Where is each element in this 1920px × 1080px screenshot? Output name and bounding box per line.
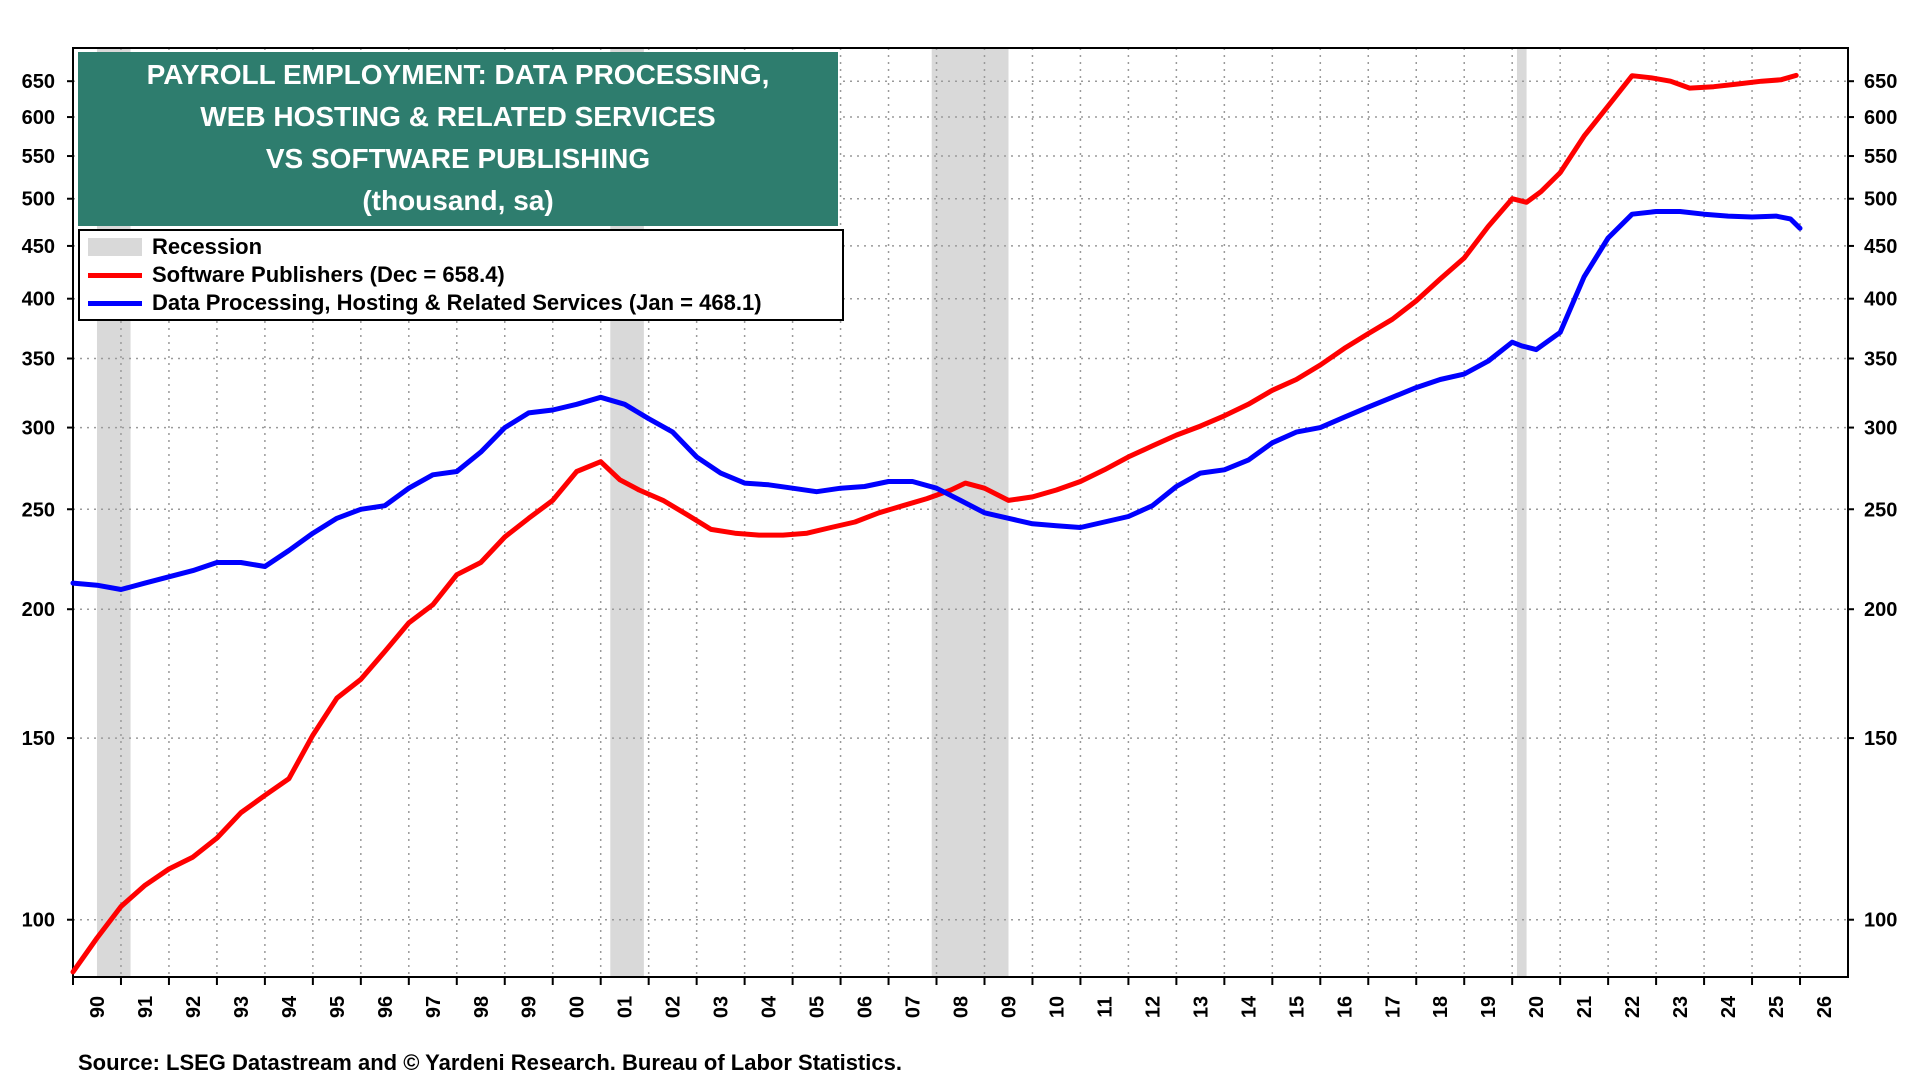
y-tick-label-right-250: 250	[1864, 499, 1897, 521]
x-tick-label-93: 93	[231, 996, 253, 1018]
x-tick-label-94: 94	[279, 995, 301, 1018]
x-tick-label-25: 25	[1766, 996, 1788, 1018]
y-tick-label-left-450: 450	[22, 236, 55, 258]
x-tick-label-05: 05	[807, 996, 829, 1018]
chart-title-box: PAYROLL EMPLOYMENT: DATA PROCESSING, WEB…	[78, 52, 838, 226]
y-tick-label-right-500: 500	[1864, 189, 1897, 211]
y-tick-label-right-100: 100	[1864, 910, 1897, 932]
x-tick-label-99: 99	[519, 996, 541, 1018]
x-tick-label-04: 04	[759, 995, 781, 1018]
recession-swatch	[88, 238, 142, 256]
x-tick-label-06: 06	[855, 996, 877, 1018]
x-tick-label-23: 23	[1670, 996, 1692, 1018]
x-tick-label-18: 18	[1430, 996, 1452, 1018]
x-tick-label-12: 12	[1142, 996, 1164, 1018]
x-tick-label-24: 24	[1718, 995, 1740, 1018]
y-tick-label-left-250: 250	[22, 499, 55, 521]
recession-band-4	[1516, 48, 1527, 977]
y-tick-label-left-500: 500	[22, 189, 55, 211]
x-tick-label-26: 26	[1814, 996, 1836, 1018]
y-tick-label-left-100: 100	[22, 910, 55, 932]
y-tick-label-right-150: 150	[1864, 728, 1897, 750]
legend-item-recession: Recession	[88, 233, 262, 261]
x-tick-label-91: 91	[135, 996, 157, 1018]
y-tick-label-right-400: 400	[1864, 289, 1897, 311]
x-tick-label-03: 03	[711, 996, 733, 1018]
x-tick-label-96: 96	[375, 996, 397, 1018]
chart-title-line-2: WEB HOSTING & RELATED SERVICES	[200, 101, 716, 132]
y-tick-label-right-450: 450	[1864, 236, 1897, 258]
y-tick-label-left-350: 350	[22, 349, 55, 371]
x-tick-label-90: 90	[87, 996, 109, 1018]
x-tick-label-01: 01	[615, 996, 637, 1018]
x-tick-label-92: 92	[183, 996, 205, 1018]
chart-title-line-1: PAYROLL EMPLOYMENT: DATA PROCESSING,	[146, 59, 770, 90]
legend-label-data-processing: Data Processing, Hosting & Related Servi…	[152, 290, 762, 315]
y-tick-label-right-650: 650	[1864, 71, 1897, 93]
software-line-swatch	[88, 272, 142, 278]
x-tick-label-95: 95	[327, 996, 349, 1018]
series-line-data-processing	[70, 209, 1803, 592]
chart-title-line-3: VS SOFTWARE PUBLISHING	[265, 143, 651, 174]
x-tick-label-15: 15	[1286, 996, 1308, 1018]
y-tick-label-right-600: 600	[1864, 107, 1897, 129]
x-tick-label-16: 16	[1334, 996, 1356, 1018]
x-tick-label-17: 17	[1382, 996, 1404, 1018]
y-tick-label-left-650: 650	[22, 71, 55, 93]
y-tick-label-left-550: 550	[22, 146, 55, 168]
y-tick-label-right-350: 350	[1864, 349, 1897, 371]
y-tick-label-right-200: 200	[1864, 599, 1897, 621]
data-processing-line-swatch	[88, 300, 142, 306]
x-tick-label-00: 00	[567, 996, 589, 1018]
source-note: Source: LSEG Datastream and © Yardeni Re…	[78, 1050, 902, 1075]
x-tick-label-09: 09	[998, 996, 1020, 1018]
x-tick-label-08: 08	[951, 996, 973, 1018]
x-tick-label-10: 10	[1046, 996, 1068, 1018]
y-tick-label-right-300: 300	[1864, 418, 1897, 440]
series-lines	[70, 72, 1803, 975]
x-tick-label-97: 97	[423, 996, 445, 1018]
x-tick-label-11: 11	[1094, 996, 1116, 1017]
x-tick-label-98: 98	[471, 996, 493, 1018]
x-tick-label-14: 14	[1238, 995, 1260, 1018]
series-line-software-publishers	[70, 72, 1799, 975]
y-tick-label-left-200: 200	[22, 599, 55, 621]
legend-label-software: Software Publishers (Dec = 658.4)	[152, 262, 505, 287]
x-tick-label-21: 21	[1574, 996, 1596, 1018]
y-tick-label-left-150: 150	[22, 728, 55, 750]
legend-item-data-processing: Data Processing, Hosting & Related Servi…	[88, 289, 762, 317]
legend: Recession Software Publishers (Dec = 658…	[78, 229, 844, 321]
plot-frame	[72, 47, 1849, 978]
y-tick-label-left-400: 400	[22, 289, 55, 311]
x-tick-label-02: 02	[663, 996, 685, 1018]
legend-item-software: Software Publishers (Dec = 658.4)	[88, 261, 505, 289]
y-tick-label-right-550: 550	[1864, 146, 1897, 168]
chart-subtitle: (thousand, sa)	[362, 185, 554, 216]
x-tick-label-19: 19	[1478, 996, 1500, 1018]
y-tick-label-left-600: 600	[22, 107, 55, 129]
legend-label-recession: Recession	[152, 234, 263, 259]
x-tick-label-22: 22	[1622, 996, 1644, 1018]
x-tick-label-20: 20	[1526, 996, 1548, 1018]
recession-band-3	[931, 48, 1009, 977]
y-tick-label-left-300: 300	[22, 418, 55, 440]
x-tick-label-13: 13	[1190, 996, 1212, 1018]
x-tick-label-07: 07	[903, 996, 925, 1018]
